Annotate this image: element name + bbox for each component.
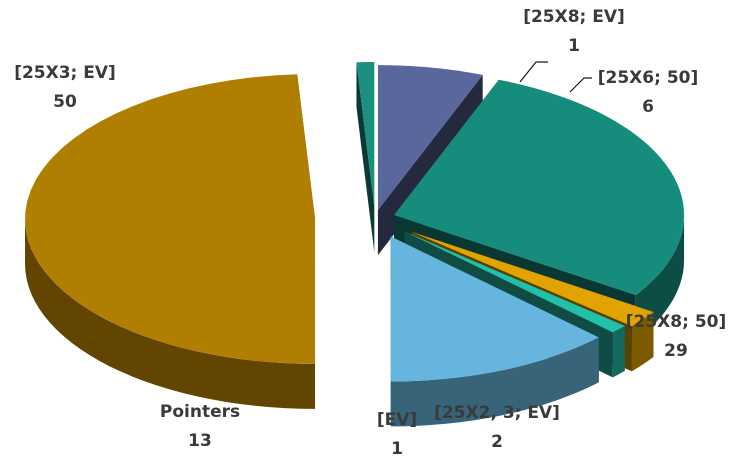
data-labels: [25X3; EV] 50 [25X8; EV] 1 [25X6; 50] 6 [25X8;… (14, 7, 726, 459)
slice-side-3 (635, 214, 685, 341)
leader-lines (519, 61, 592, 93)
data-label-name-5: [EV] (377, 410, 417, 430)
slice-4 (411, 231, 654, 327)
data-label-name-4: [25X2, 3; EV] (434, 403, 560, 423)
data-label-value-3: 29 (664, 341, 688, 361)
data-label-value-2: 6 (642, 97, 654, 117)
slice-3 (394, 79, 685, 296)
slice-1 (356, 62, 375, 208)
slice-5 (404, 231, 625, 333)
slice-side-6 (390, 337, 599, 427)
data-label-value-6: 13 (188, 431, 212, 451)
data-label-value-0: 50 (53, 92, 77, 112)
leader-line-1 (519, 61, 548, 83)
data-label-name-6: Pointers (160, 402, 240, 422)
leader-line-2 (569, 77, 592, 93)
data-label-name-1: [25X8; EV] (523, 7, 625, 27)
slice-2 (377, 65, 483, 211)
data-label-name-2: [25X6; 50] (598, 68, 699, 88)
slice-tops (25, 62, 685, 382)
slice-side-0 (25, 218, 316, 409)
data-label-name-3: [25X8; 50] (626, 312, 727, 332)
slice-0 (25, 74, 316, 364)
slice-6 (390, 236, 599, 382)
data-label-value-1: 1 (568, 36, 580, 56)
data-label-name-0: [25X3; EV] (14, 63, 116, 83)
slice-wall-1 (356, 62, 375, 253)
slice-side-4 (631, 311, 654, 372)
data-label-value-4: 2 (491, 432, 503, 452)
slice-side-5 (612, 325, 625, 378)
data-label-value-5: 1 (391, 439, 403, 459)
